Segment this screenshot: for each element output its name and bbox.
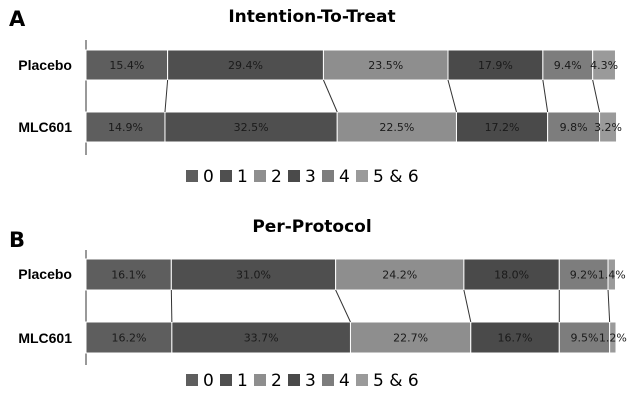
legend-swatch xyxy=(254,374,266,386)
category-label-placebo: Placebo xyxy=(18,266,72,282)
legend-label: 1 xyxy=(237,167,248,187)
category-label-mlc601: MLC601 xyxy=(18,119,72,135)
legend-swatch xyxy=(220,170,232,182)
connector-line xyxy=(170,289,173,323)
data-label: 22.5% xyxy=(379,121,414,134)
legend-pp: 0 1 2 3 4 5 & 6 xyxy=(186,371,419,391)
connector-line xyxy=(463,289,472,323)
legend-label: 5 & 6 xyxy=(373,371,419,391)
bar-segment-placebo-5-6 xyxy=(607,258,616,291)
legend-label: 2 xyxy=(271,167,282,187)
bar-marks-pp: 16.1% 31.0% 24.2% 18.0% 9.2% 1.4% 16.2% 33.7% 22… xyxy=(85,250,627,365)
data-label: 17.2% xyxy=(485,121,520,134)
data-label: 24.2% xyxy=(382,269,417,282)
bar-segment-mlc601-4 xyxy=(547,111,601,143)
data-label: 23.5% xyxy=(368,59,403,72)
legend-label: 3 xyxy=(305,167,316,187)
bar-segment-placebo-0 xyxy=(85,258,172,291)
legend-label: 2 xyxy=(271,371,282,391)
bar-segment-placebo-2 xyxy=(322,49,449,81)
panel-letter-b: B xyxy=(9,228,25,252)
data-label: 14.9% xyxy=(108,121,143,134)
legend-itt: 0 1 2 3 4 5 & 6 xyxy=(186,167,419,187)
bar-segment-mlc601-5-6 xyxy=(599,111,618,143)
bar-segment-mlc601-3 xyxy=(470,321,560,354)
legend-label: 4 xyxy=(339,371,350,391)
legend-swatch xyxy=(220,374,232,386)
legend-swatch xyxy=(356,170,368,182)
data-label: 16.1% xyxy=(111,269,146,282)
legend-swatch xyxy=(288,170,300,182)
panel-letter-a: A xyxy=(9,7,26,31)
bar-marks-itt: 15.4% 29.4% 23.5% 17.9% 9.4% 4.3% 14.9% 32.5% 22… xyxy=(85,40,622,155)
connector-line xyxy=(164,79,169,113)
bar-segment-mlc601-5-6 xyxy=(609,321,617,354)
data-label: 4.3% xyxy=(590,59,618,72)
data-label: 22.7% xyxy=(393,332,428,345)
legend-label: 0 xyxy=(203,371,214,391)
chart-title-pp: Per-Protocol xyxy=(252,217,371,237)
bar-segment-placebo-3 xyxy=(463,258,560,291)
connector-line xyxy=(447,79,457,113)
legend-label: 4 xyxy=(339,167,350,187)
data-label: 1.4% xyxy=(598,269,626,282)
legend-swatch xyxy=(254,170,266,182)
data-label: 15.4% xyxy=(109,59,144,72)
bar-segment-mlc601-3 xyxy=(455,111,549,143)
data-label: 16.2% xyxy=(111,332,146,345)
bar-segment-placebo-5-6 xyxy=(592,49,616,81)
legend-swatch xyxy=(322,374,334,386)
data-label: 17.9% xyxy=(478,59,513,72)
data-label: 9.5% xyxy=(570,332,598,345)
legend-swatch xyxy=(186,374,198,386)
category-label-placebo: Placebo xyxy=(18,57,72,73)
legend-label: 5 & 6 xyxy=(373,167,419,187)
data-label: 33.7% xyxy=(244,332,279,345)
data-label: 9.2% xyxy=(570,269,598,282)
legend-swatch xyxy=(288,374,300,386)
connector-line xyxy=(607,289,611,323)
data-label: 18.0% xyxy=(494,269,529,282)
connector-line xyxy=(322,79,338,113)
data-label: 9.4% xyxy=(554,59,582,72)
category-label-mlc601: MLC601 xyxy=(18,330,72,346)
connector-line xyxy=(335,289,351,323)
data-label: 16.7% xyxy=(498,332,533,345)
bar-segment-mlc601-1 xyxy=(171,321,351,354)
data-label: 9.8% xyxy=(560,121,588,134)
bar-segment-placebo-1 xyxy=(170,258,337,291)
panel-per-protocol: B Per-Protocol Placebo MLC601 16.1% 31.0%… xyxy=(9,217,627,391)
legend-swatch xyxy=(322,170,334,182)
panel-intention-to-treat: A Intention-To-Treat Placebo MLC601 15.4… xyxy=(9,7,622,187)
bar-segment-mlc601-0 xyxy=(85,321,173,354)
connector-line xyxy=(592,79,601,113)
bar-segment-placebo-4 xyxy=(558,258,609,291)
data-label: 29.4% xyxy=(228,59,263,72)
connector-line xyxy=(542,79,549,113)
chart-title-itt: Intention-To-Treat xyxy=(228,7,395,27)
bar-segment-mlc601-2 xyxy=(349,321,472,354)
data-label: 31.0% xyxy=(236,269,271,282)
legend-label: 0 xyxy=(203,167,214,187)
data-label: 32.5% xyxy=(234,121,269,134)
legend-swatch xyxy=(186,170,198,182)
legend-label: 1 xyxy=(237,371,248,391)
bar-segment-mlc601-0 xyxy=(85,111,166,143)
legend-label: 3 xyxy=(305,371,316,391)
data-label: 1.2% xyxy=(599,332,627,345)
data-label: 3.2% xyxy=(594,121,622,134)
bar-segment-placebo-1 xyxy=(167,49,324,81)
bar-segment-placebo-2 xyxy=(335,258,465,291)
legend-swatch xyxy=(356,374,368,386)
